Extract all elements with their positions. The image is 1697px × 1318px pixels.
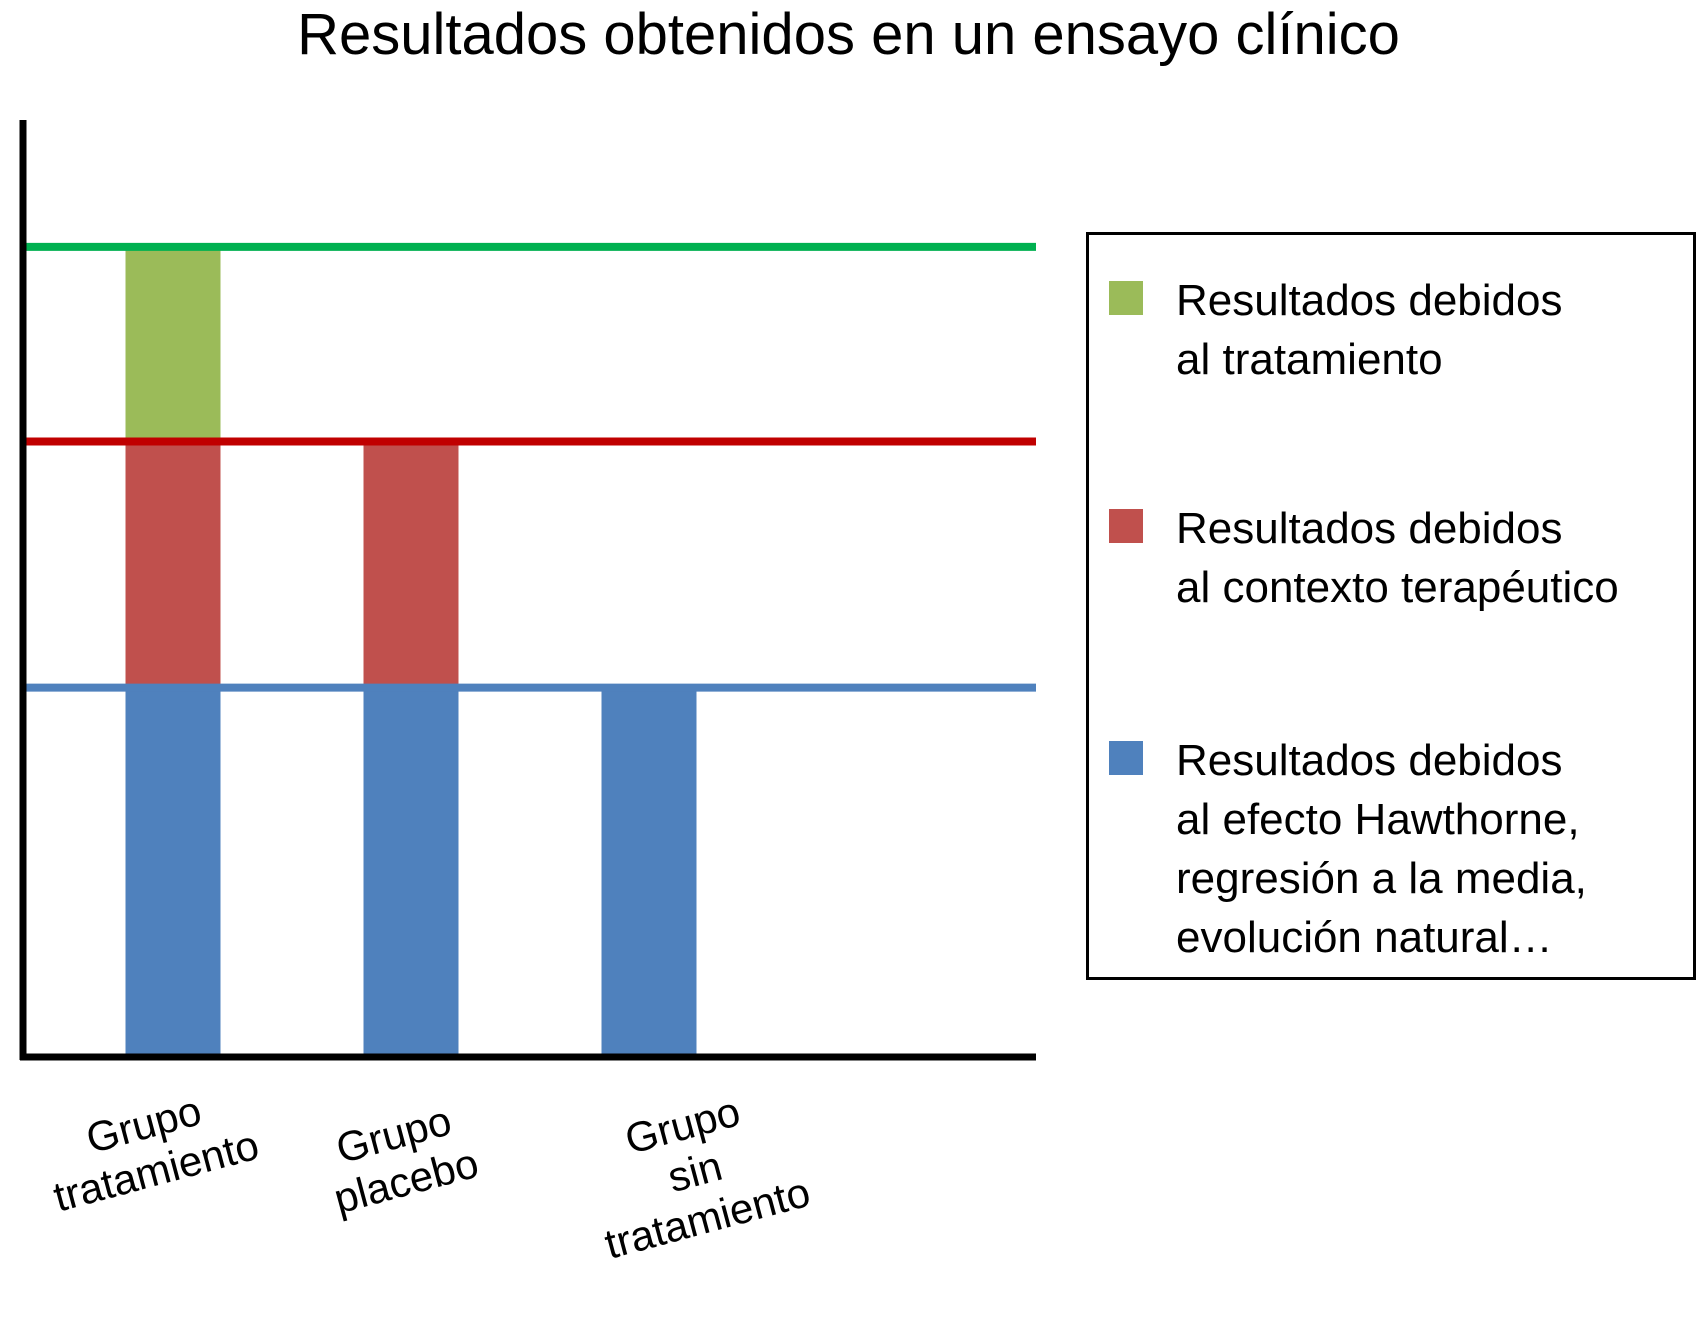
legend-swatch-hawthorne xyxy=(1109,741,1143,775)
legend-label-hawthorne: Resultados debidos al efecto Hawthorne, … xyxy=(1176,736,1587,962)
reference-lines-layer xyxy=(24,242,1036,692)
legend: Resultados debidos al tratamiento Result… xyxy=(1086,232,1696,980)
bar-treatment-context xyxy=(125,441,221,688)
bar-no-treatment-hawthorne xyxy=(601,687,697,1055)
bar-placebo-context xyxy=(363,441,459,688)
legend-label-treatment: Resultados debidos al tratamiento xyxy=(1176,276,1563,384)
bars-layer xyxy=(125,246,697,1055)
chart-title: Resultados obtenidos en un ensayo clínic… xyxy=(297,2,1400,67)
legend-swatch-context xyxy=(1109,509,1143,543)
bar-treatment-treatment xyxy=(125,246,221,442)
legend-swatch-treatment xyxy=(1109,281,1143,315)
legend-label-context: Resultados debidos al contexto terapéuti… xyxy=(1176,504,1619,612)
bar-placebo-hawthorne xyxy=(363,687,459,1055)
bar-treatment-hawthorne xyxy=(125,687,221,1055)
